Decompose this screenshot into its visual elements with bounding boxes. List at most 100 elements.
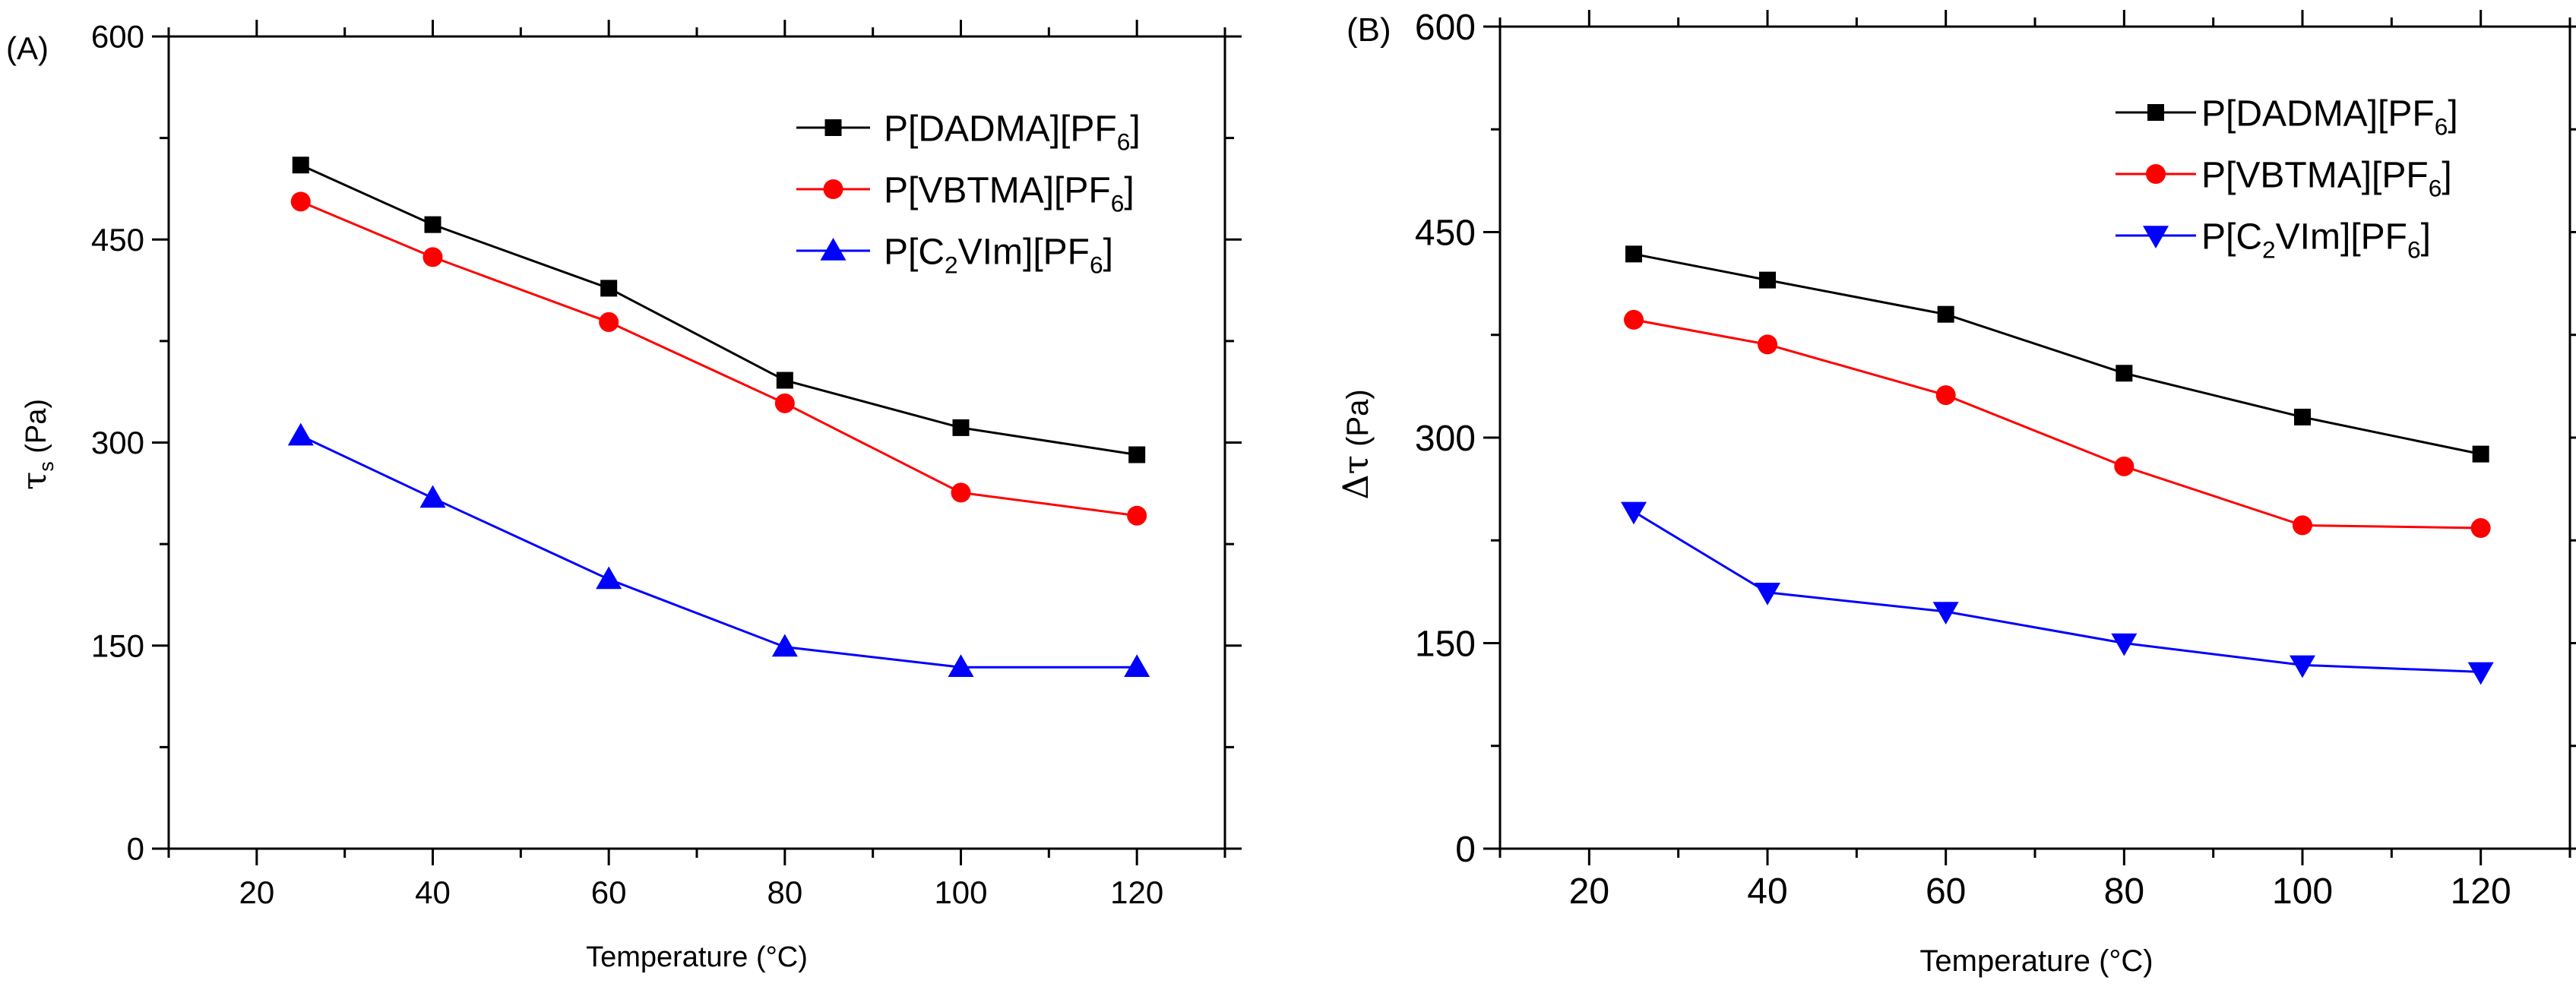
text-part: (Pa) (21, 399, 52, 461)
legend-label: P[C2VIm][PF6] (884, 232, 1113, 278)
series-line (300, 435, 1138, 669)
data-point (1755, 583, 1780, 606)
text-part: P[VBTMA][PF (2201, 155, 2429, 195)
y-axis-label: Δτ (Pa) (1335, 389, 1376, 499)
data-point (948, 654, 974, 678)
chart-panel-b: 20 40 60 80 100 120 0 150 300 450 600 (B) Temperatur… (1335, 8, 2576, 978)
data-point (2116, 365, 2133, 382)
x-tick-label: 40 (415, 874, 451, 910)
y-tick-label: 300 (1415, 419, 1476, 459)
legend-marker (2146, 164, 2166, 184)
data-point (771, 634, 798, 657)
y-tick-label: 0 (1455, 830, 1476, 870)
data-point (290, 191, 311, 212)
text-part: VIm][PF (958, 232, 1090, 272)
text-part: Δτ (1335, 455, 1376, 500)
legend-label: P[VBTMA][PF6] (2201, 155, 2452, 201)
y-tick-label: 300 (91, 425, 144, 460)
legend-marker (2147, 104, 2164, 121)
x-axis-label: Temperature (°C) (586, 941, 808, 973)
data-point (951, 482, 971, 503)
x-tick-label: 60 (1926, 871, 1966, 912)
y-tick-label: 150 (91, 628, 144, 663)
data-point (600, 280, 618, 297)
data-point (1759, 271, 1776, 289)
text-part: 2 (945, 251, 958, 278)
data-point (422, 247, 443, 267)
series-line (1633, 318, 2481, 530)
text-part: s (35, 461, 58, 471)
data-point (596, 566, 622, 590)
legend-label: P[DADMA][PF6] (2201, 93, 2458, 140)
y-tick-label: 600 (91, 19, 144, 55)
x-tick-label: 120 (2451, 871, 2511, 912)
x-tick-label: 120 (1110, 874, 1163, 910)
legend-entry: P[DADMA][PF6] (796, 109, 1141, 155)
series-line (300, 163, 1138, 457)
plot-frame (1498, 25, 2571, 850)
data-point (2294, 408, 2311, 425)
legend-marker (824, 119, 842, 136)
data-point (287, 422, 314, 446)
data-point (419, 485, 446, 508)
text-part: 6 (2407, 236, 2421, 263)
panel-label: (B) (1347, 11, 1391, 49)
data-point (774, 393, 795, 413)
text-part: ] (2442, 155, 2451, 195)
chart-panel-a: 20 40 60 80 100 120 0 150 300 450 600 (A) Temperatur… (6, 19, 1242, 973)
legend-label: P[C2VIm][PF6] (2201, 217, 2431, 263)
text-part: P[C (884, 232, 945, 272)
text-part: P[VBTMA][PF (884, 170, 1111, 210)
series-2 (287, 422, 1150, 678)
series-0 (292, 157, 1146, 463)
text-part: ] (1103, 232, 1113, 272)
series-0 (1625, 245, 2489, 463)
y-tick-label: 450 (1415, 213, 1476, 253)
data-point (1937, 305, 1954, 323)
series-2 (1621, 501, 2494, 685)
text-part: τ (15, 472, 54, 490)
legend-entry: P[DADMA][PF6] (2116, 93, 2458, 140)
data-point (1932, 602, 1959, 625)
y-tick-label: 600 (1415, 8, 1476, 48)
text-part: (Pa) (1341, 389, 1375, 455)
data-point (599, 311, 619, 332)
x-tick-label: 80 (2104, 871, 2144, 912)
data-point (1935, 385, 1956, 406)
text-part: P[DADMA][PF (2201, 93, 2435, 134)
text-part: P[C (2201, 217, 2262, 257)
legend-label: P[DADMA][PF6] (884, 109, 1141, 155)
data-point (2290, 655, 2315, 678)
data-point (1127, 505, 1147, 526)
text-part: VIm][PF (2276, 217, 2407, 257)
data-point (2472, 445, 2489, 463)
series-1 (1624, 309, 2491, 539)
series-line (1633, 511, 2481, 673)
data-point (1758, 334, 1777, 355)
x-tick-label: 20 (1569, 871, 1609, 912)
text-part: ] (2421, 217, 2431, 257)
data-point (1624, 309, 1644, 330)
y-axis-label: τs (Pa) (15, 399, 58, 490)
x-axis-label: Temperature (°C) (1919, 944, 2153, 978)
text-part: P[DADMA][PF (884, 109, 1117, 149)
text-part: 6 (1090, 251, 1103, 278)
text-part: 6 (1111, 189, 1125, 217)
legend-entry: P[C2VIm][PF6] (796, 232, 1113, 278)
data-point (2467, 662, 2494, 685)
series-line (1633, 252, 2481, 456)
text-part: 6 (2429, 174, 2442, 201)
x-tick-label: 100 (934, 874, 987, 910)
y-tick-label: 0 (127, 831, 144, 867)
y-tick-label: 150 (1415, 624, 1476, 664)
panel-label: (A) (6, 30, 49, 66)
x-tick-label: 20 (239, 874, 274, 910)
data-point (424, 216, 441, 233)
data-point (1128, 446, 1146, 463)
legend-entry: P[VBTMA][PF6] (796, 170, 1135, 217)
x-tick-label: 100 (2272, 871, 2333, 912)
data-point (292, 157, 309, 174)
legend-marker (2143, 226, 2169, 248)
text-part: ] (2448, 93, 2457, 134)
